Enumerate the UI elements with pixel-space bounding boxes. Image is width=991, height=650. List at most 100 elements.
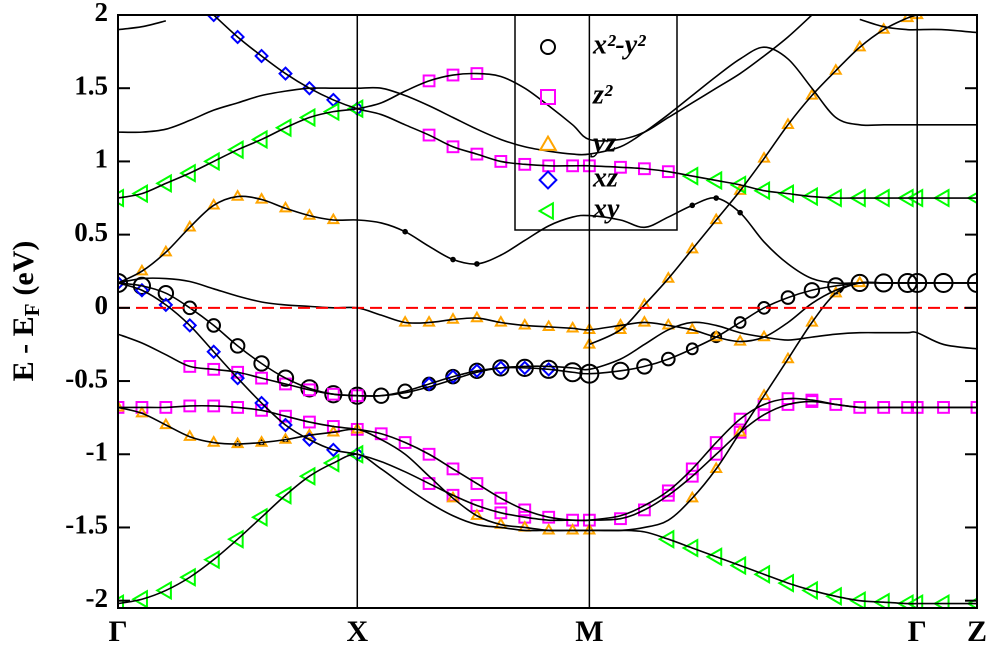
- orbital-marker: [853, 39, 867, 52]
- orbital-marker: [966, 191, 977, 205]
- legend-label: z²: [592, 79, 613, 110]
- orbital-marker: [254, 48, 269, 64]
- legend-label: xz: [592, 162, 618, 193]
- orbital-marker: [565, 523, 580, 535]
- orbital-marker: [469, 363, 485, 379]
- orbital-marker: [709, 212, 723, 225]
- orbital-marker: [685, 469, 699, 483]
- legend-marker: [537, 201, 554, 221]
- orbital-marker: [155, 173, 172, 194]
- band-line: [118, 195, 977, 285]
- orbital-marker: [803, 282, 821, 299]
- orbital-marker: [322, 453, 340, 473]
- orbital-marker: [203, 550, 220, 570]
- orbital-marker: [278, 417, 293, 433]
- orbital-marker: [253, 355, 270, 372]
- orbital-marker: [661, 351, 676, 367]
- orbital-marker: [542, 523, 556, 535]
- orbital-marker: [681, 538, 699, 558]
- legend-marker: [540, 39, 556, 55]
- orbital-marker: [470, 477, 484, 490]
- band-line: [118, 46, 977, 156]
- orbital-marker: [230, 29, 245, 45]
- band-line: [118, 400, 977, 522]
- orbital-marker: [780, 290, 796, 305]
- orbital-marker: [155, 580, 172, 601]
- orbital-marker: [470, 147, 484, 161]
- orbital-marker: [179, 567, 196, 587]
- orbital-marker: [398, 436, 412, 449]
- orbital-marker: [206, 318, 222, 333]
- orbital-marker: [206, 15, 222, 23]
- orbital-marker: [230, 436, 245, 449]
- orbital-marker: [446, 140, 460, 154]
- orbital-marker: [805, 88, 819, 100]
- orbital-marker: [685, 490, 699, 503]
- x-tick-label: Γ: [108, 615, 127, 648]
- legend-marker: [538, 134, 558, 151]
- orbital-marker: [829, 63, 843, 75]
- legend-label: x²-y²: [592, 29, 646, 60]
- orbital-marker: [159, 244, 173, 257]
- band-line: [118, 281, 977, 532]
- y-tick-label: 0: [95, 290, 109, 320]
- orbital-marker: [825, 586, 842, 606]
- orbital-marker: [729, 555, 747, 576]
- legend-label: xy: [592, 193, 620, 224]
- orbital-marker: [757, 151, 771, 163]
- orbital-marker: [183, 360, 197, 373]
- orbital-marker: [230, 370, 245, 386]
- orbital-marker: [422, 477, 436, 490]
- orbital-marker: [781, 351, 795, 364]
- y-tick-label: 0.5: [74, 217, 108, 247]
- y-tick-label: -1.5: [65, 510, 108, 540]
- band-line: [118, 277, 977, 343]
- orbital-marker: [445, 369, 461, 385]
- orbital-marker: [757, 388, 771, 400]
- orbital-marker: [494, 155, 508, 168]
- legend-box: [514, 14, 678, 231]
- orbital-marker: [777, 573, 795, 593]
- legend-marker: [540, 89, 556, 105]
- orbital-marker: [118, 400, 125, 412]
- x-tick-label: X: [346, 615, 368, 648]
- bands: [118, 15, 977, 605]
- orbital-marker: [661, 271, 676, 283]
- orbital-marker: [250, 129, 268, 150]
- orbital-marker: [637, 315, 652, 327]
- orbital-marker: [303, 415, 316, 429]
- orbital-marker: [685, 462, 699, 476]
- orbital-marker: [494, 491, 508, 505]
- band-line: [118, 282, 977, 522]
- orbital-marker: [542, 319, 556, 332]
- orbital-marker: [274, 118, 292, 138]
- orbital-marker: [805, 315, 819, 327]
- orbital-marker: [276, 369, 295, 387]
- orbital-marker: [518, 503, 532, 517]
- orbital-marker: [422, 128, 436, 142]
- orbital-marker: [230, 189, 245, 201]
- orbital-marker: [279, 409, 292, 423]
- orbital-marker: [131, 183, 148, 204]
- orbital-marker: [611, 361, 630, 380]
- orbital-marker: [542, 510, 556, 524]
- orbital-marker: [705, 547, 723, 567]
- orbital-marker: [801, 580, 818, 601]
- orbital-marker: [422, 315, 436, 327]
- orbital-marker: [346, 444, 364, 464]
- y-axis-label: E - EF (eV): [7, 241, 44, 382]
- band-line: [589, 15, 918, 346]
- orbital-marker: [229, 338, 246, 354]
- band-line: [118, 281, 977, 397]
- legend-label: yz: [590, 127, 616, 158]
- orbital-marker: [518, 318, 532, 330]
- x-tick-label: M: [575, 615, 603, 648]
- orbital-marker: [733, 412, 747, 426]
- orbital-marker: [326, 212, 341, 225]
- orbital-marker: [446, 462, 460, 476]
- orbital-marker: [255, 403, 268, 417]
- orbital-marker: [733, 183, 747, 195]
- orbital-marker: [565, 320, 580, 333]
